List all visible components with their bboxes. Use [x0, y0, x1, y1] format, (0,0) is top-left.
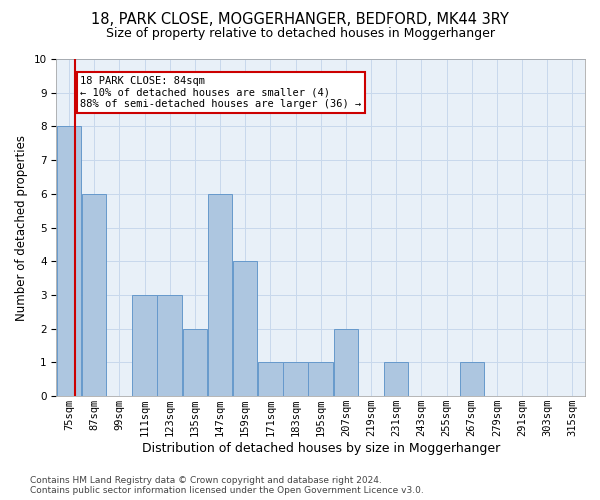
Bar — [208, 194, 232, 396]
Bar — [258, 362, 283, 396]
Bar — [157, 295, 182, 396]
Bar — [182, 328, 207, 396]
Text: 18 PARK CLOSE: 84sqm
← 10% of detached houses are smaller (4)
88% of semi-detach: 18 PARK CLOSE: 84sqm ← 10% of detached h… — [80, 76, 362, 109]
Bar — [308, 362, 333, 396]
Bar — [384, 362, 409, 396]
Text: Contains HM Land Registry data © Crown copyright and database right 2024.
Contai: Contains HM Land Registry data © Crown c… — [30, 476, 424, 495]
Bar — [283, 362, 308, 396]
Bar — [132, 295, 157, 396]
Bar — [233, 262, 257, 396]
Bar — [57, 126, 81, 396]
Bar — [334, 328, 358, 396]
X-axis label: Distribution of detached houses by size in Moggerhanger: Distribution of detached houses by size … — [142, 442, 500, 455]
Y-axis label: Number of detached properties: Number of detached properties — [15, 134, 28, 320]
Text: 18, PARK CLOSE, MOGGERHANGER, BEDFORD, MK44 3RY: 18, PARK CLOSE, MOGGERHANGER, BEDFORD, M… — [91, 12, 509, 28]
Bar — [82, 194, 106, 396]
Bar — [460, 362, 484, 396]
Text: Size of property relative to detached houses in Moggerhanger: Size of property relative to detached ho… — [106, 28, 494, 40]
